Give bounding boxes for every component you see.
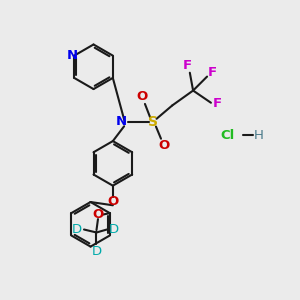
Text: F: F — [208, 66, 217, 79]
Text: N: N — [66, 49, 77, 62]
Text: O: O — [107, 195, 118, 208]
Text: S: S — [148, 115, 158, 129]
Text: O: O — [136, 90, 148, 103]
Text: F: F — [182, 59, 191, 72]
Text: O: O — [158, 139, 169, 152]
Text: O: O — [93, 208, 104, 221]
Text: Cl: Cl — [221, 129, 235, 142]
Text: N: N — [116, 115, 127, 128]
Text: F: F — [212, 98, 221, 110]
Text: D: D — [72, 223, 82, 236]
Text: D: D — [92, 245, 101, 258]
Text: H: H — [254, 129, 263, 142]
Text: D: D — [109, 223, 119, 236]
